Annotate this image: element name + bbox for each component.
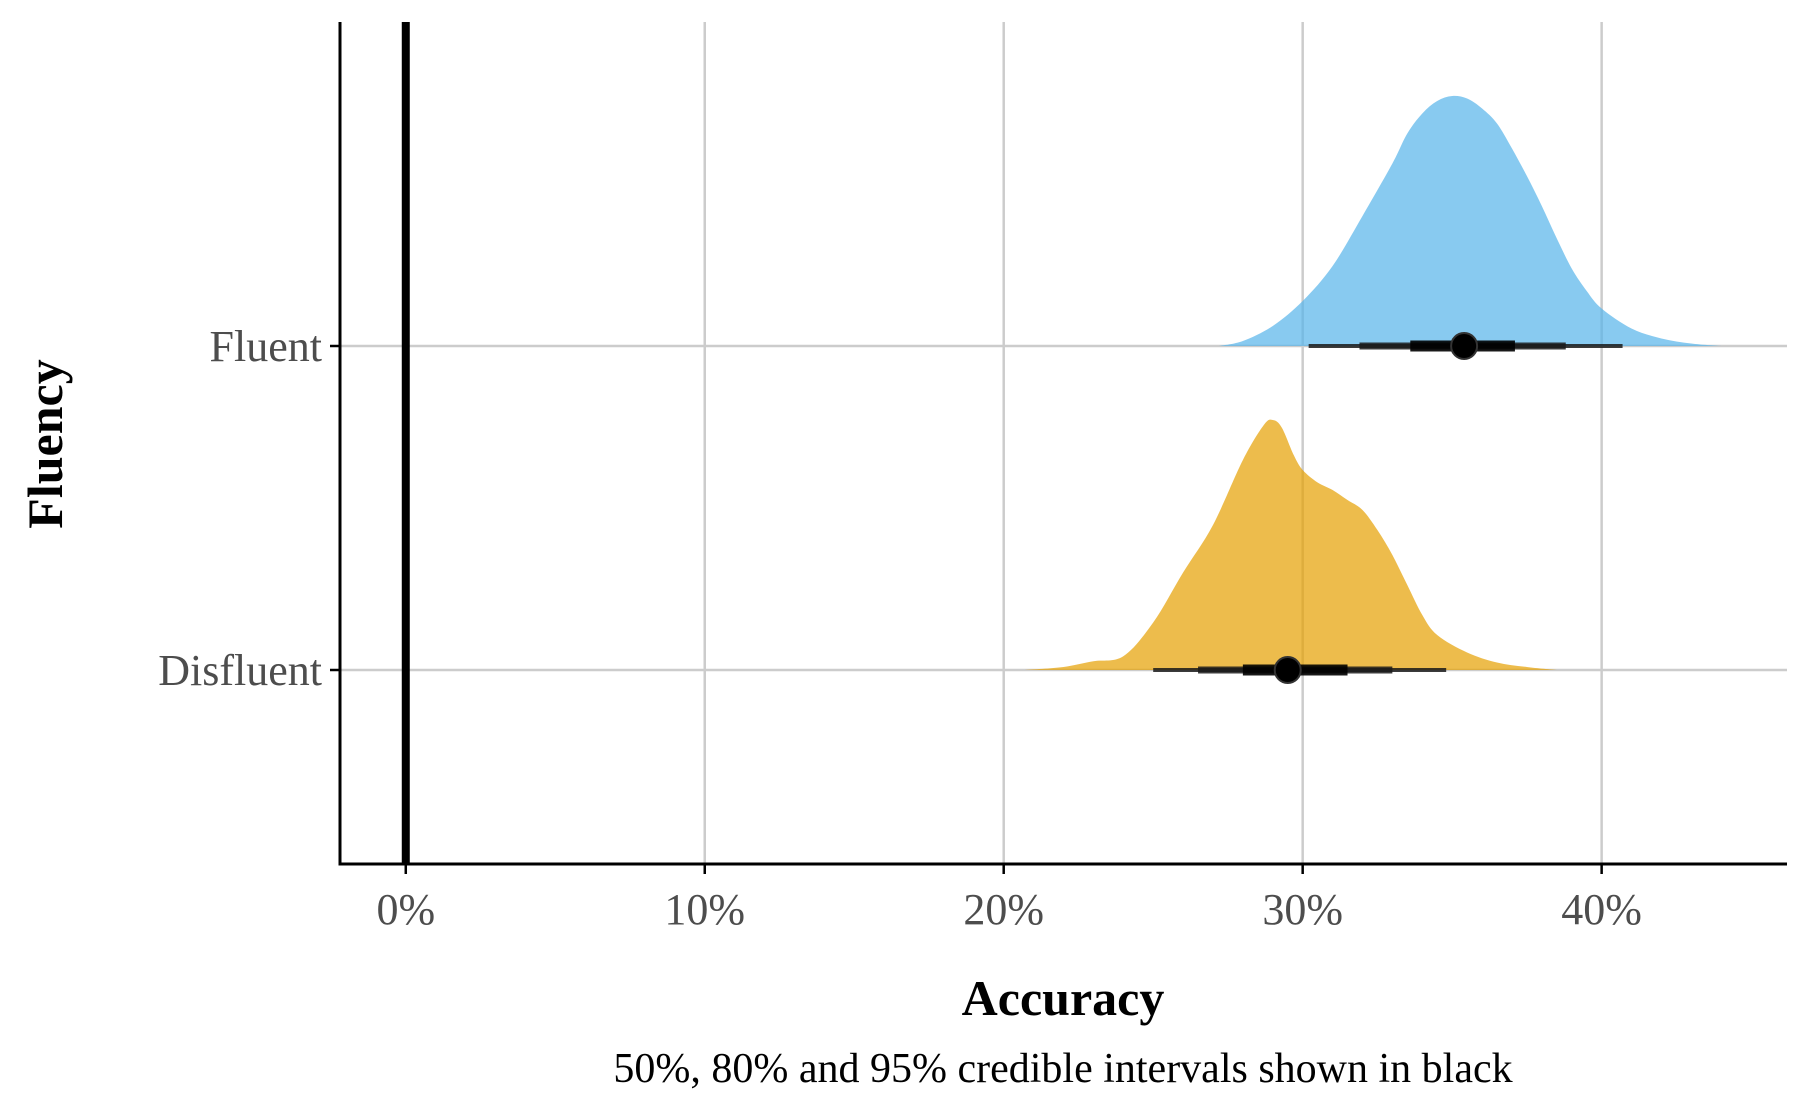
- x-axis-title: Accuracy: [962, 970, 1165, 1026]
- x-tick-label-0: 0%: [376, 885, 435, 934]
- x-tick-label-1: 10%: [664, 885, 745, 934]
- axis-layer: [330, 22, 1787, 874]
- y-tick-label-fluent: Fluent: [210, 322, 322, 371]
- x-tick-label-2: 20%: [963, 885, 1044, 934]
- y-axis-title: Fluency: [17, 359, 73, 528]
- density-disfluent: [1024, 419, 1557, 670]
- density-layer: [1024, 95, 1722, 670]
- y-tick-label-disfluent: Disfluent: [158, 646, 322, 695]
- grid-layer: [340, 22, 1787, 864]
- density-fluent: [1219, 95, 1722, 347]
- chart-caption: 50%, 80% and 95% credible intervals show…: [613, 1046, 1512, 1092]
- median-point-fluent: [1450, 332, 1479, 360]
- interval-layer: [1153, 332, 1623, 684]
- label-layer: 0% 10% 20% 30% 40% Disfluent Fluent: [158, 322, 1642, 934]
- x-tick-label-3: 30%: [1262, 885, 1343, 934]
- x-tick-label-4: 40%: [1561, 885, 1642, 934]
- median-point-disfluent: [1273, 656, 1302, 684]
